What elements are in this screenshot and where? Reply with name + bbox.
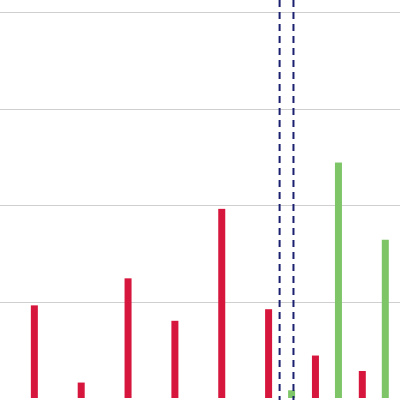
- bar: [171, 320, 179, 398]
- reference-lines: [278, 0, 295, 400]
- bar: [334, 162, 342, 398]
- bar: [358, 370, 366, 398]
- gridlines: [0, 12, 400, 303]
- bar: [381, 239, 389, 398]
- bar: [311, 355, 319, 398]
- bar: [288, 390, 296, 398]
- bars: [30, 162, 389, 398]
- bar: [218, 208, 226, 398]
- bar: [124, 278, 132, 398]
- bar: [265, 309, 273, 398]
- bar: [77, 382, 85, 398]
- bar: [30, 305, 38, 398]
